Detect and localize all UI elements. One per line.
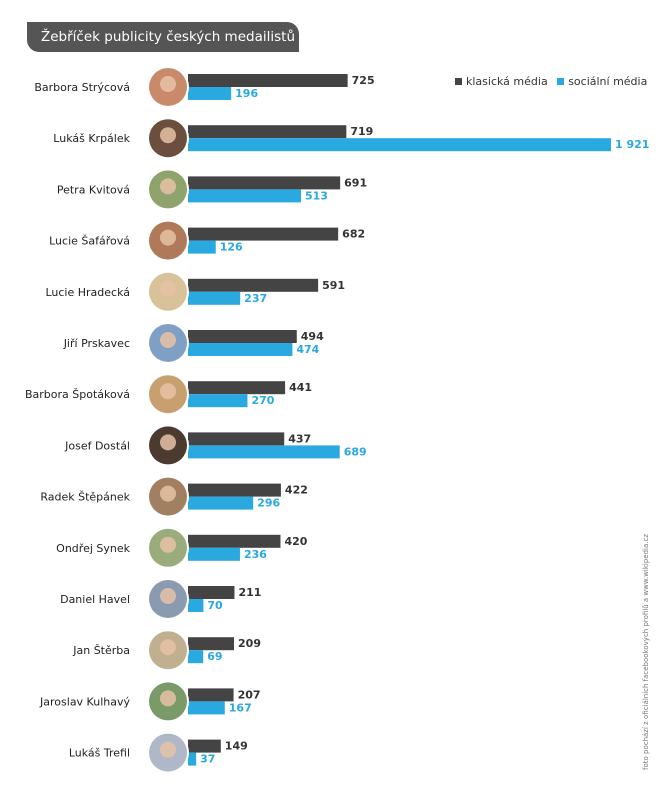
bar-social — [188, 599, 204, 612]
bar-social — [188, 343, 293, 356]
value-label-social: 196 — [235, 87, 258, 100]
category-label: Radek Štěpánek — [40, 491, 130, 504]
value-label-classic: 682 — [342, 228, 365, 241]
avatar-face — [160, 639, 176, 656]
bar-social — [188, 291, 241, 305]
avatar-face — [160, 434, 176, 451]
legend: klasická média sociální média — [455, 75, 665, 88]
avatar-face — [160, 741, 176, 758]
value-label-classic: 149 — [225, 740, 248, 753]
category-label: Jan Štěrba — [72, 644, 130, 657]
category-label: Jaroslav Kulhavý — [39, 695, 130, 708]
avatar-face — [160, 332, 176, 348]
value-label-social: 236 — [244, 548, 267, 561]
legend-label-classic: klasická média — [466, 75, 548, 88]
value-label-classic: 725 — [352, 74, 375, 87]
value-label-social: 474 — [296, 343, 319, 356]
avatar-face — [160, 485, 176, 502]
bar-classic — [188, 688, 234, 702]
value-label-classic: 719 — [350, 125, 373, 138]
bar-social — [188, 547, 240, 561]
avatar-face — [160, 229, 176, 246]
avatar-face — [160, 178, 176, 195]
bar-classic — [188, 637, 235, 651]
value-label-social: 167 — [229, 701, 252, 714]
bar-social — [188, 496, 254, 510]
category-label: Lucie Šafářová — [49, 235, 130, 248]
category-label: Barbora Strýcová — [34, 81, 130, 94]
bar-social — [188, 394, 248, 408]
bar-social — [188, 445, 340, 459]
value-label-classic: 494 — [301, 330, 324, 343]
value-label-classic: 691 — [344, 176, 367, 189]
value-label-social: 237 — [244, 292, 267, 305]
chart-title: Žebříček publicity českých medailistů — [27, 22, 299, 52]
photo-credit: foto pochází z oficiálních facebookových… — [642, 533, 650, 770]
bar-classic — [188, 74, 348, 87]
legend-item-classic: klasická média — [455, 75, 548, 88]
legend-item-social: sociální média — [557, 75, 647, 88]
avatar-face — [160, 536, 176, 553]
value-label-classic: 422 — [285, 484, 308, 497]
value-label-social: 1 921 — [615, 138, 649, 151]
category-label: Barbora Špotáková — [25, 388, 130, 401]
category-label: Petra Kvitová — [57, 183, 130, 196]
bar-classic — [188, 381, 286, 395]
value-label-social: 270 — [251, 394, 274, 407]
value-label-classic: 441 — [289, 381, 312, 394]
avatar-face — [160, 127, 176, 144]
bar-classic — [188, 432, 285, 446]
category-label: Lukáš Krpálek — [53, 132, 130, 145]
bar-classic — [188, 278, 319, 292]
value-label-social: 70 — [207, 599, 223, 612]
bar-classic — [188, 227, 339, 241]
value-label-classic: 591 — [322, 279, 345, 292]
avatar-face — [160, 383, 176, 400]
category-label: Josef Dostál — [64, 439, 130, 452]
value-label-classic: 207 — [238, 688, 261, 701]
value-label-social: 69 — [207, 650, 222, 663]
bar-classic — [188, 739, 221, 753]
legend-swatch-classic — [455, 78, 462, 85]
bar-classic — [188, 586, 235, 599]
bar-classic — [188, 176, 341, 190]
value-label-social: 126 — [220, 241, 243, 254]
avatar-face — [160, 690, 176, 707]
bar-social — [188, 701, 225, 715]
value-label-social: 513 — [305, 189, 328, 202]
bar-social — [188, 189, 301, 203]
value-label-classic: 420 — [284, 535, 307, 548]
category-label: Lucie Hradecká — [45, 286, 130, 299]
bar-social — [188, 87, 232, 100]
value-label-classic: 437 — [288, 432, 311, 445]
bar-classic — [188, 125, 347, 139]
avatar-face — [160, 588, 176, 604]
bar-classic — [188, 534, 281, 548]
bar-classic — [188, 330, 297, 343]
bar-social — [188, 138, 611, 152]
category-label: Ondřej Synek — [56, 542, 130, 555]
bar-social — [188, 650, 204, 664]
bar-social — [188, 240, 216, 254]
value-label-social: 689 — [344, 445, 367, 458]
value-label-classic: 209 — [238, 637, 261, 650]
avatar-face — [160, 280, 176, 297]
bar-classic — [188, 483, 281, 497]
bar-social — [188, 752, 197, 766]
avatar-face — [160, 76, 176, 92]
category-label: Jiří Prskavec — [63, 337, 130, 350]
value-label-social: 37 — [200, 753, 215, 766]
category-label: Lukáš Trefil — [69, 747, 130, 760]
category-label: Daniel Havel — [60, 593, 130, 606]
legend-swatch-social — [557, 78, 565, 85]
value-label-classic: 211 — [238, 586, 261, 599]
legend-label-social: sociální média — [568, 75, 648, 88]
value-label-social: 296 — [257, 497, 280, 510]
